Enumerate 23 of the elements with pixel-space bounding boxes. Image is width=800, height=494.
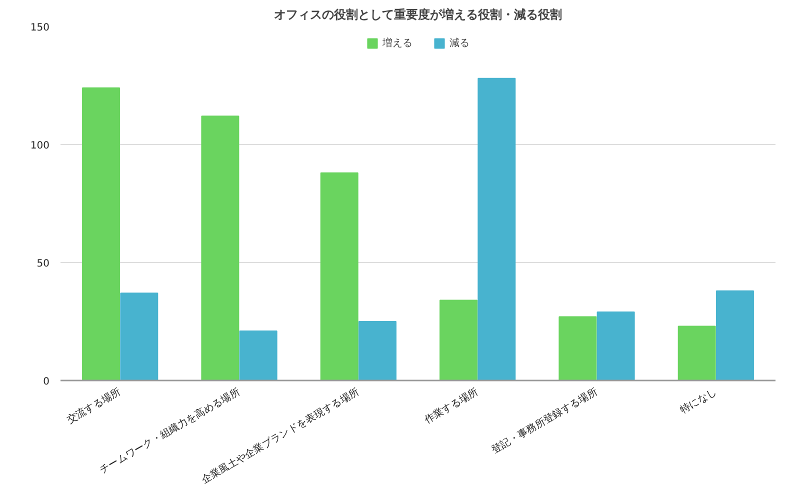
legend-label: 増える [382, 36, 412, 50]
bar [558, 316, 597, 380]
bar [678, 326, 716, 380]
bar [596, 312, 635, 380]
y-tick-label: 150 [30, 22, 50, 34]
x-tick-label: 特になし [678, 386, 719, 416]
bar [440, 300, 478, 380]
chart-title: オフィスの役割として重要度が増える役割・減る役割 [274, 8, 562, 22]
bar [716, 290, 754, 380]
bar [120, 292, 158, 380]
y-tick-label: 50 [36, 258, 50, 270]
y-tick-label: 100 [30, 140, 50, 152]
legend-label: 減る [450, 36, 470, 50]
bar [320, 172, 358, 380]
bar [201, 116, 240, 380]
x-tick-label: 作業する場所 [422, 386, 480, 427]
bar [358, 321, 396, 380]
bar [239, 330, 278, 380]
x-tick-label: 登記・事務所登録する場所 [490, 386, 600, 456]
x-tick-label: 交流する場所 [64, 386, 123, 426]
bar [82, 87, 120, 380]
y-tick-label: 0 [43, 376, 50, 388]
bar [478, 78, 516, 380]
